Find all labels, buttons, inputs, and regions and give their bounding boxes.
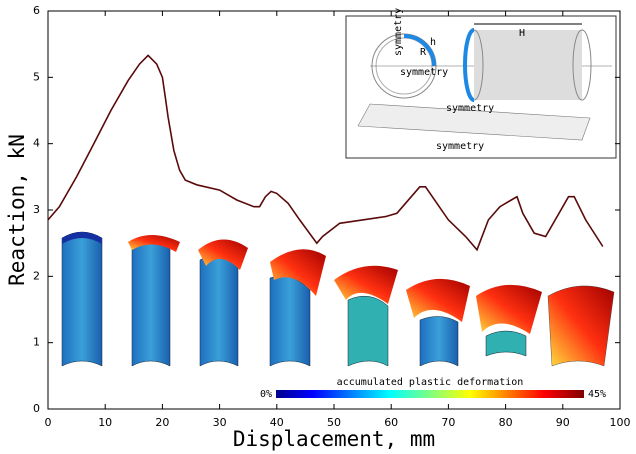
tube: [347, 295, 389, 367]
tube-fold: [476, 284, 542, 334]
inset-label: symmetry: [436, 141, 484, 152]
tube-fold: [547, 285, 615, 367]
tube: [419, 316, 459, 367]
tube: [131, 239, 171, 367]
y-axis-label: Reaction, kN: [5, 134, 29, 286]
y-tick-label: 0: [33, 402, 40, 415]
x-tick-label: 20: [155, 416, 169, 429]
x-tick-label: 30: [213, 416, 227, 429]
tube: [61, 231, 103, 367]
y-tick-label: 5: [33, 70, 40, 83]
x-tick-label: 90: [556, 416, 570, 429]
x-tick-label: 40: [270, 416, 284, 429]
x-tick-label: 100: [610, 416, 631, 429]
colorbar-label: 45%: [588, 389, 606, 400]
x-tick-label: 10: [98, 416, 112, 429]
x-tick-label: 70: [441, 416, 455, 429]
reaction-line: [47, 54, 604, 252]
x-tick-label: 0: [45, 416, 52, 429]
tube: [485, 330, 527, 357]
tube-fold: [270, 249, 326, 296]
tube-fold: [406, 278, 470, 322]
inset-label: R: [420, 47, 427, 58]
tube-fold: [334, 265, 398, 304]
tube-top: [62, 232, 102, 244]
inset-mesh: [357, 103, 591, 141]
x-tick-label: 60: [384, 416, 398, 429]
x-axis-label: Displacement, mm: [233, 427, 435, 451]
x-tick-label: 50: [327, 416, 341, 429]
x-tick-label: 80: [499, 416, 513, 429]
inset-ellipse: [572, 29, 592, 101]
y-tick-label: 2: [33, 269, 40, 282]
tube: [199, 254, 239, 367]
tube-fold: [128, 235, 180, 252]
colorbar-title: accumulated plastic deformation: [337, 377, 524, 388]
inset-arc: [463, 28, 475, 102]
colorbar-label: 0%: [260, 389, 272, 400]
y-tick-label: 1: [33, 336, 40, 349]
y-tick-label: 3: [33, 203, 40, 216]
colorbar: [276, 390, 584, 398]
inset-label: symmetry: [393, 8, 404, 56]
inset-label: H: [519, 28, 525, 39]
inset-label: symmetry: [446, 103, 494, 114]
tube: [269, 275, 311, 367]
inset-label: h: [430, 37, 436, 48]
inset-cylinder: [474, 30, 582, 100]
y-tick-label: 4: [33, 137, 40, 150]
inset-arc: [403, 34, 436, 67]
inset-label: symmetry: [400, 67, 448, 78]
tube-illustrations: [61, 231, 615, 367]
y-tick-label: 6: [33, 4, 40, 17]
tube-fold: [198, 239, 248, 270]
inset: H R h symmetry symmetry symmetry symmetr…: [345, 8, 617, 159]
